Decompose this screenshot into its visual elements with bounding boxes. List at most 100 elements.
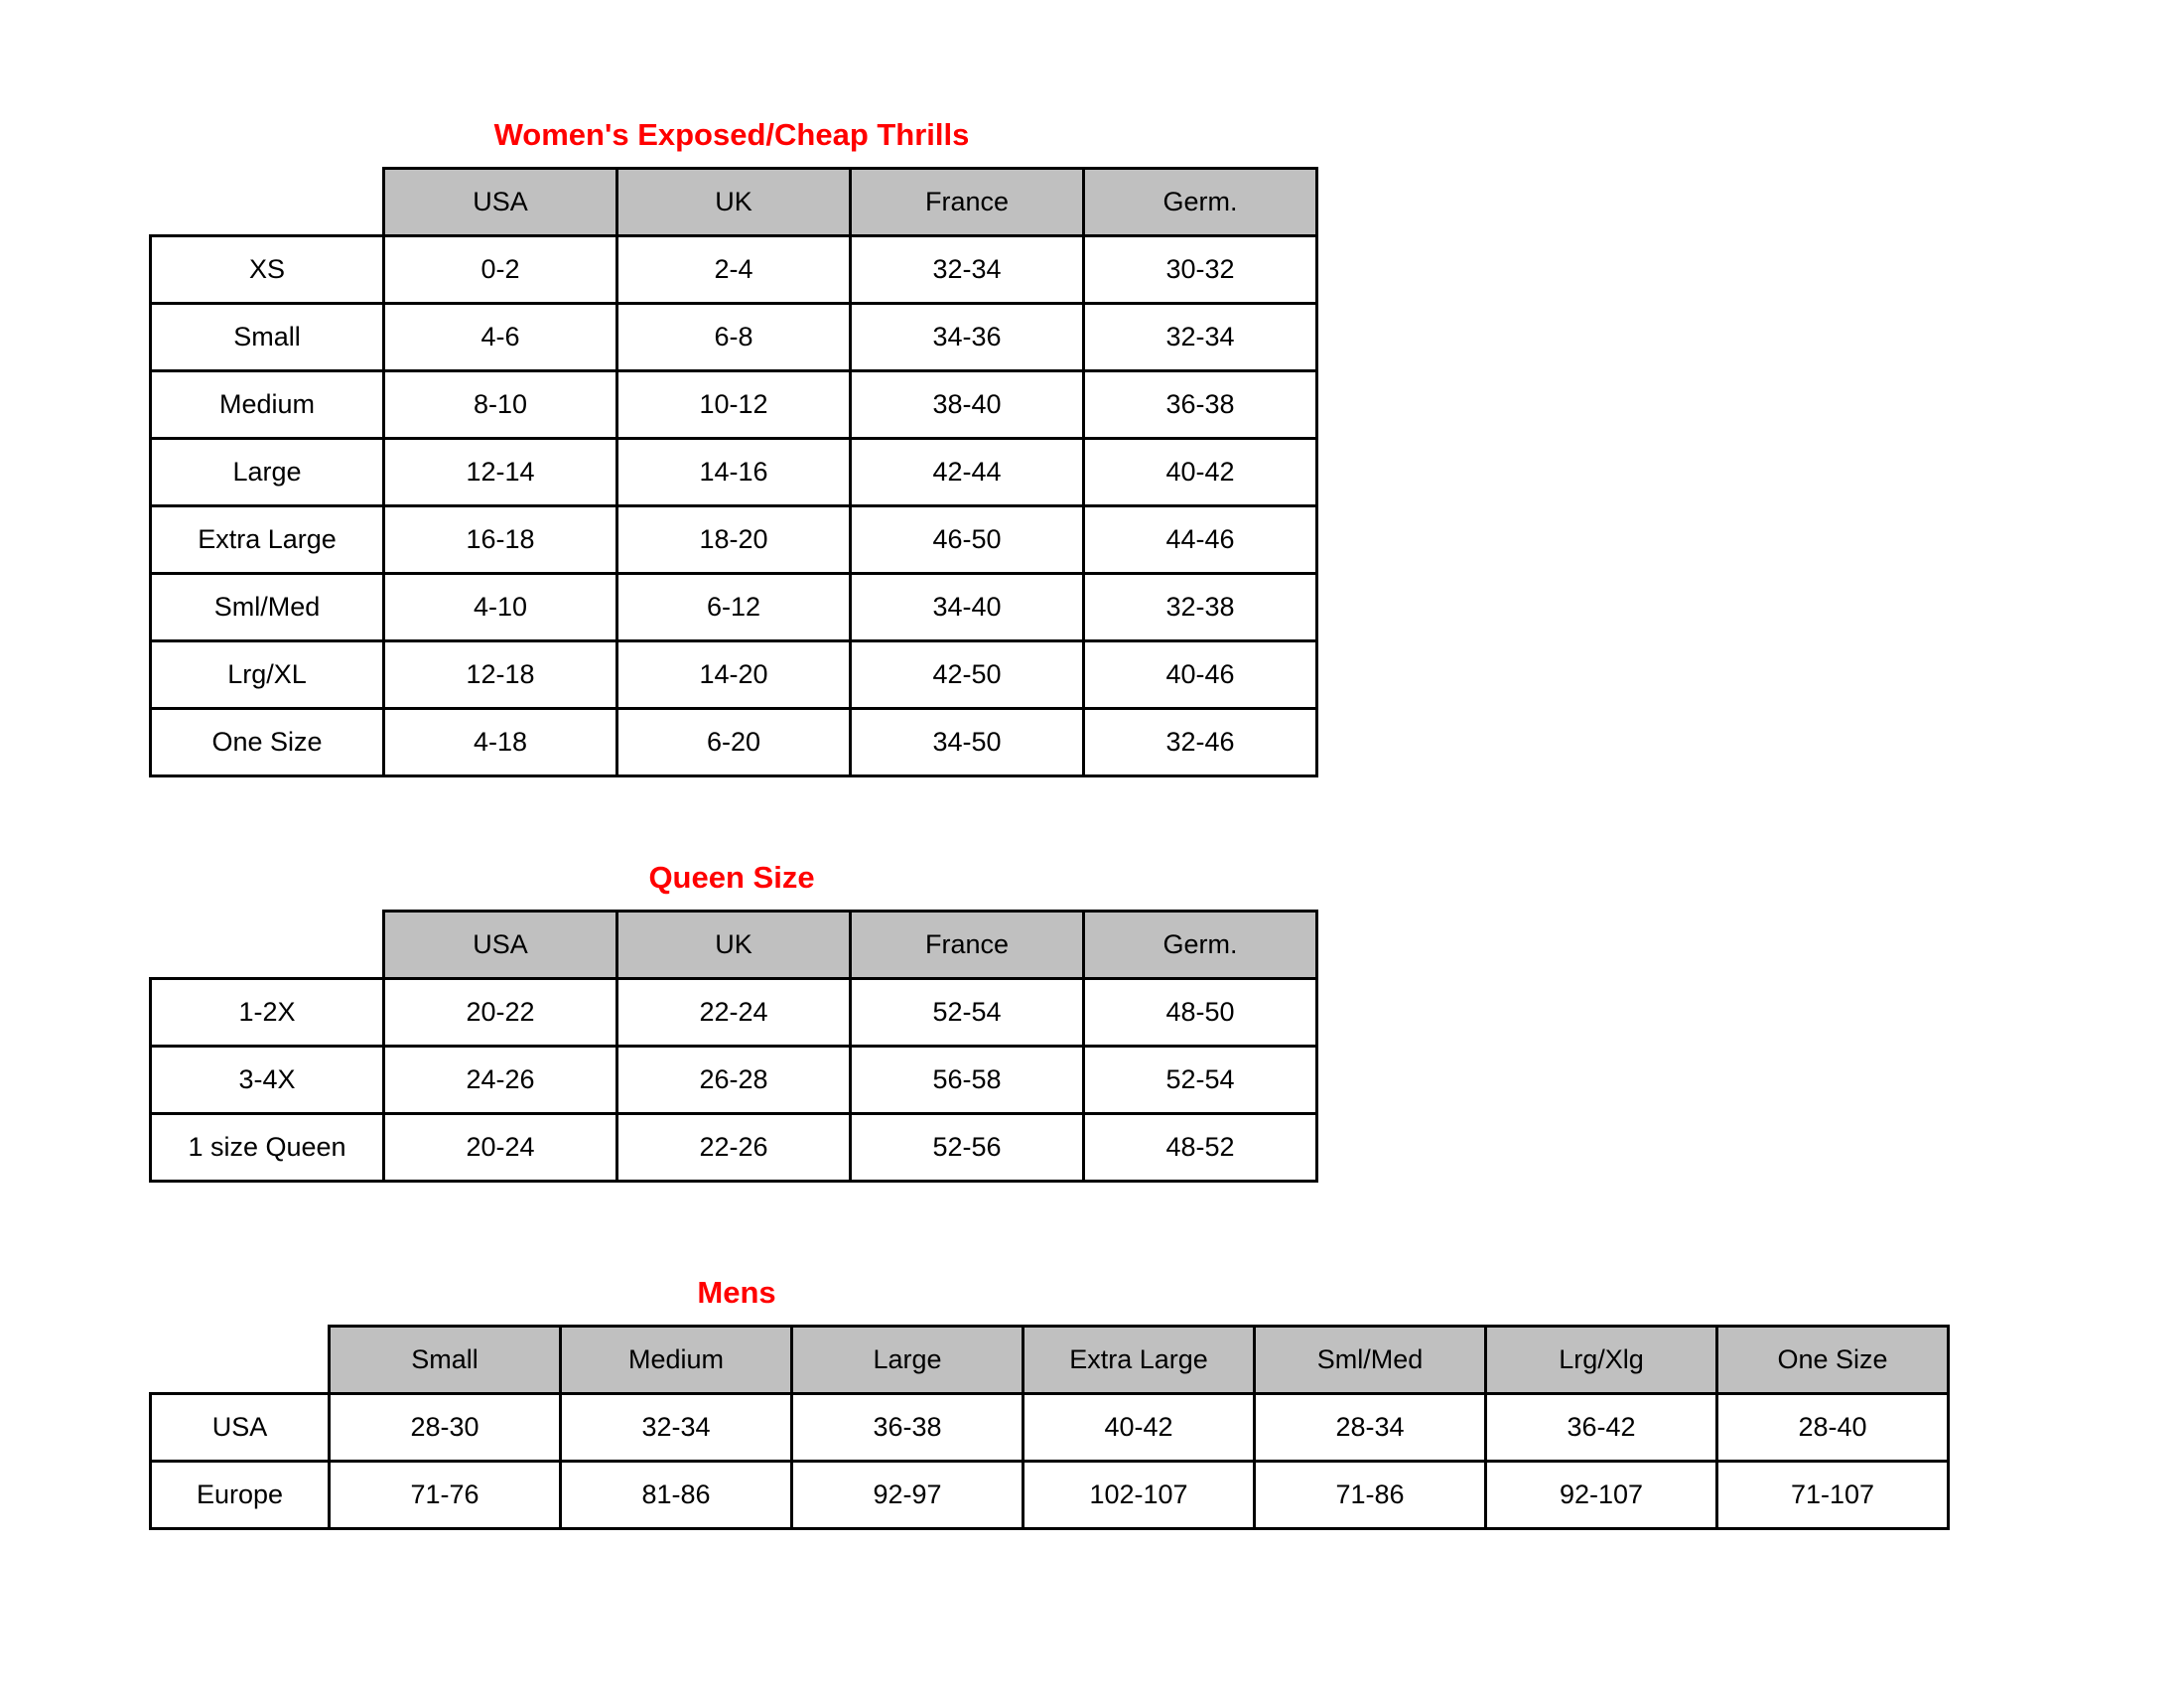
column-header-uk: UK — [615, 167, 852, 237]
cell-germ: 32-46 — [1082, 707, 1318, 777]
queen-size-table: USA UK France Germ. 1-2X 20-22 22-24 52-… — [149, 910, 1318, 1183]
cell-usa: 24-26 — [382, 1045, 618, 1115]
row-label: One Size — [149, 707, 385, 777]
cell-france: 52-56 — [849, 1112, 1085, 1183]
column-header-small: Small — [328, 1325, 562, 1395]
table-row: One Size 4-18 6-20 34-50 32-46 — [149, 707, 1318, 777]
cell-germ: 32-38 — [1082, 572, 1318, 642]
corner-cell — [151, 169, 384, 236]
section-queen-sizes: Queen Size USA UK France Germ. 1-2X 20-2… — [0, 860, 2184, 1188]
cell-uk: 22-26 — [615, 1112, 852, 1183]
column-header-medium: Medium — [559, 1325, 793, 1395]
cell-france: 32-34 — [849, 234, 1085, 305]
row-label: 1 size Queen — [149, 1112, 385, 1183]
cell-france: 46-50 — [849, 504, 1085, 575]
section-title-mens: Mens — [697, 1275, 776, 1310]
cell-extra-large: 102-107 — [1022, 1460, 1256, 1530]
row-label: Lrg/XL — [149, 639, 385, 710]
section-title-queen: Queen Size — [648, 860, 815, 895]
table-row: 1-2X 20-22 22-24 52-54 48-50 — [149, 977, 1318, 1048]
column-header-large: Large — [790, 1325, 1024, 1395]
corner-cell — [151, 1327, 330, 1394]
cell-usa: 4-10 — [382, 572, 618, 642]
row-label: USA — [149, 1392, 331, 1463]
row-label: Sml/Med — [149, 572, 385, 642]
column-header-usa: USA — [382, 910, 618, 980]
cell-germ: 48-52 — [1082, 1112, 1318, 1183]
cell-usa: 4-6 — [382, 302, 618, 372]
table-row: Europe 71-76 81-86 92-97 102-107 71-86 9… — [149, 1460, 1950, 1530]
cell-uk: 14-16 — [615, 437, 852, 507]
table-row: Lrg/XL 12-18 14-20 42-50 40-46 — [149, 639, 1318, 710]
table-header-row: Small Medium Large Extra Large Sml/Med L… — [151, 1325, 1950, 1395]
table-row: Extra Large 16-18 18-20 46-50 44-46 — [149, 504, 1318, 575]
table-row: 3-4X 24-26 26-28 56-58 52-54 — [149, 1045, 1318, 1115]
column-header-uk: UK — [615, 910, 852, 980]
section-womens-sizes: Women's Exposed/Cheap Thrills USA UK Fra… — [0, 117, 2184, 792]
cell-germ: 36-38 — [1082, 369, 1318, 440]
cell-france: 34-40 — [849, 572, 1085, 642]
section-title-womens: Women's Exposed/Cheap Thrills — [493, 117, 970, 152]
cell-germ: 40-42 — [1082, 437, 1318, 507]
cell-germ: 40-46 — [1082, 639, 1318, 710]
cell-germ: 52-54 — [1082, 1045, 1318, 1115]
cell-france: 38-40 — [849, 369, 1085, 440]
cell-uk: 6-12 — [615, 572, 852, 642]
cell-usa: 0-2 — [382, 234, 618, 305]
womens-size-table: USA UK France Germ. XS 0-2 2-4 32-34 30-… — [149, 167, 1318, 777]
cell-small: 28-30 — [328, 1392, 562, 1463]
cell-usa: 20-22 — [382, 977, 618, 1048]
column-header-germ: Germ. — [1082, 167, 1318, 237]
row-label: Medium — [149, 369, 385, 440]
cell-large: 36-38 — [790, 1392, 1024, 1463]
cell-medium: 32-34 — [559, 1392, 793, 1463]
cell-uk: 6-8 — [615, 302, 852, 372]
cell-france: 42-44 — [849, 437, 1085, 507]
cell-sml-med: 28-34 — [1253, 1392, 1487, 1463]
cell-uk: 10-12 — [615, 369, 852, 440]
column-header-lrg-xlg: Lrg/Xlg — [1484, 1325, 1718, 1395]
cell-usa: 8-10 — [382, 369, 618, 440]
column-header-germ: Germ. — [1082, 910, 1318, 980]
cell-germ: 44-46 — [1082, 504, 1318, 575]
row-label: 3-4X — [149, 1045, 385, 1115]
cell-lrg-xlg: 36-42 — [1484, 1392, 1718, 1463]
corner-cell — [151, 912, 384, 979]
row-label: Small — [149, 302, 385, 372]
cell-extra-large: 40-42 — [1022, 1392, 1256, 1463]
column-header-sml-med: Sml/Med — [1253, 1325, 1487, 1395]
cell-germ: 30-32 — [1082, 234, 1318, 305]
cell-france: 56-58 — [849, 1045, 1085, 1115]
table-header-row: USA UK France Germ. — [151, 167, 1318, 237]
table-row: XS 0-2 2-4 32-34 30-32 — [149, 234, 1318, 305]
row-label: 1-2X — [149, 977, 385, 1048]
table-header-row: USA UK France Germ. — [151, 910, 1318, 980]
table-row: Large 12-14 14-16 42-44 40-42 — [149, 437, 1318, 507]
cell-uk: 22-24 — [615, 977, 852, 1048]
table-row: 1 size Queen 20-24 22-26 52-56 48-52 — [149, 1112, 1318, 1183]
cell-usa: 20-24 — [382, 1112, 618, 1183]
cell-uk: 14-20 — [615, 639, 852, 710]
cell-usa: 16-18 — [382, 504, 618, 575]
cell-germ: 48-50 — [1082, 977, 1318, 1048]
cell-france: 34-50 — [849, 707, 1085, 777]
cell-one-size: 28-40 — [1715, 1392, 1950, 1463]
column-header-one-size: One Size — [1715, 1325, 1950, 1395]
cell-sml-med: 71-86 — [1253, 1460, 1487, 1530]
row-label: Europe — [149, 1460, 331, 1530]
mens-size-table: Small Medium Large Extra Large Sml/Med L… — [149, 1325, 1950, 1530]
row-label: Extra Large — [149, 504, 385, 575]
cell-usa: 4-18 — [382, 707, 618, 777]
cell-large: 92-97 — [790, 1460, 1024, 1530]
table-row: Small 4-6 6-8 34-36 32-34 — [149, 302, 1318, 372]
cell-france: 52-54 — [849, 977, 1085, 1048]
table-row: USA 28-30 32-34 36-38 40-42 28-34 36-42 … — [149, 1392, 1950, 1463]
cell-usa: 12-14 — [382, 437, 618, 507]
row-label: XS — [149, 234, 385, 305]
cell-france: 42-50 — [849, 639, 1085, 710]
cell-uk: 2-4 — [615, 234, 852, 305]
cell-small: 71-76 — [328, 1460, 562, 1530]
column-header-france: France — [849, 910, 1085, 980]
cell-france: 34-36 — [849, 302, 1085, 372]
